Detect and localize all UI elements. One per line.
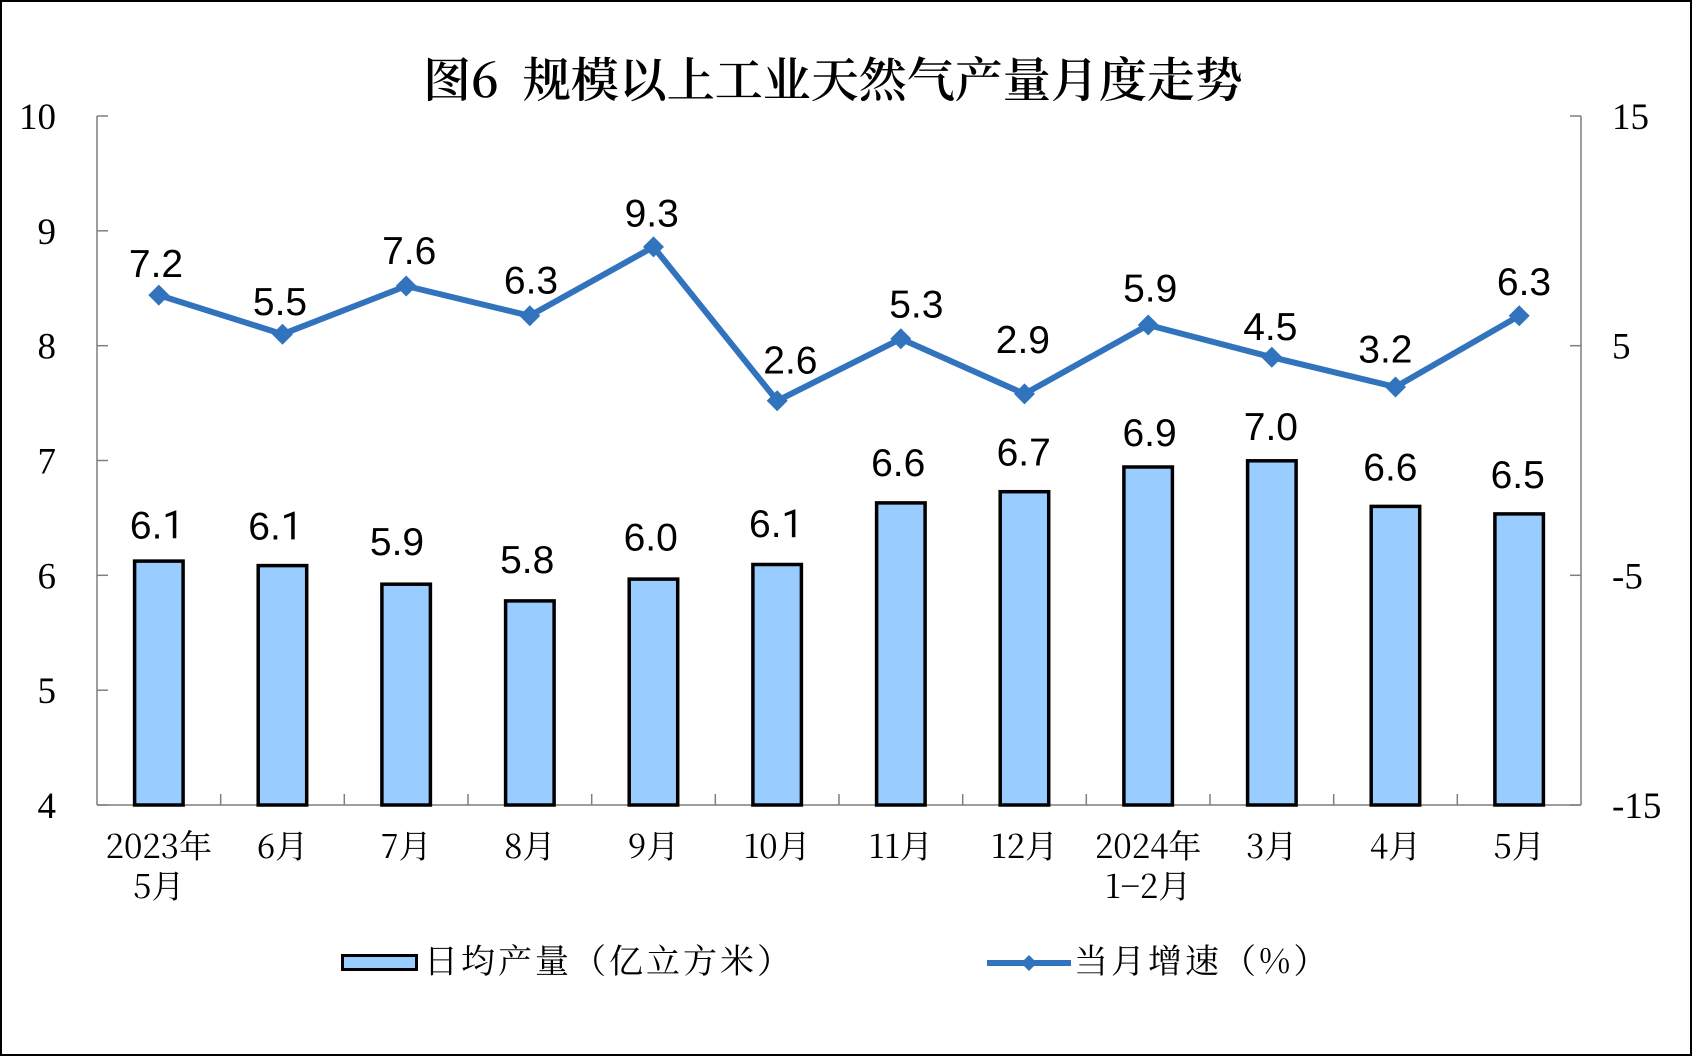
svg-text:7: 7: [38, 442, 57, 483]
svg-text:5: 5: [1612, 327, 1631, 368]
svg-text:6.3: 6.3: [1497, 261, 1551, 304]
svg-text:5.8: 5.8: [500, 539, 554, 582]
svg-text:9: 9: [38, 212, 57, 253]
svg-text:6: 6: [38, 556, 57, 597]
svg-text:6.6: 6.6: [1363, 446, 1417, 489]
svg-text:10: 10: [19, 97, 56, 138]
svg-text:2.6: 2.6: [763, 340, 817, 383]
svg-text:6.9: 6.9: [1122, 412, 1176, 455]
svg-text:6.5: 6.5: [1491, 454, 1545, 497]
svg-text:6.0: 6.0: [624, 517, 678, 560]
svg-text:6.: 6.: [130, 504, 163, 547]
svg-text:7.2: 7.2: [129, 243, 183, 286]
svg-text:8: 8: [38, 327, 57, 368]
svg-text:4: 4: [38, 786, 57, 827]
svg-text:6.7: 6.7: [997, 432, 1051, 475]
svg-text:7.6: 7.6: [382, 230, 436, 273]
svg-text:6.: 6.: [749, 503, 782, 546]
svg-text:5.5: 5.5: [253, 281, 307, 324]
svg-text:9.3: 9.3: [625, 193, 679, 236]
svg-text:-5: -5: [1612, 556, 1643, 597]
svg-text:15: 15: [1612, 97, 1649, 138]
svg-text:5.3: 5.3: [889, 283, 943, 326]
svg-text:6.6: 6.6: [871, 442, 925, 485]
svg-text:4.5: 4.5: [1243, 306, 1297, 349]
svg-text:6.: 6.: [248, 505, 281, 548]
svg-text:5: 5: [38, 671, 57, 712]
svg-text:5.9: 5.9: [1123, 268, 1177, 311]
svg-text:7.0: 7.0: [1244, 406, 1298, 449]
svg-text:6.3: 6.3: [504, 260, 558, 303]
svg-text:2.9: 2.9: [996, 319, 1050, 362]
svg-text:-15: -15: [1612, 786, 1661, 827]
svg-text:5.9: 5.9: [370, 521, 424, 564]
svg-text:3.2: 3.2: [1358, 328, 1412, 371]
